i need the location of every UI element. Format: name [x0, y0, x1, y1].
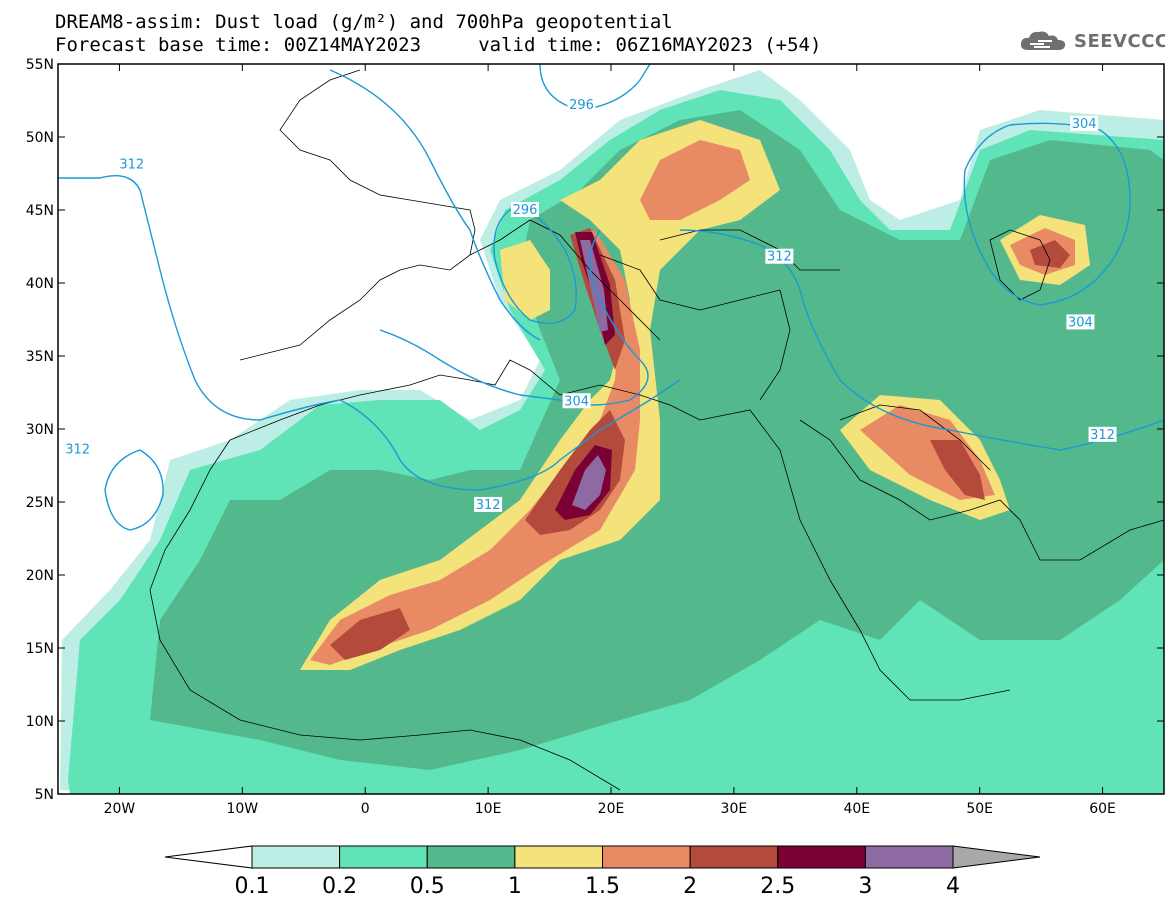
contour-label: 312 [474, 496, 503, 513]
colorbar-label: 0.2 [322, 874, 357, 899]
colorbar-label: 4 [946, 874, 960, 899]
lat-tick-label: 55N [26, 57, 54, 73]
contour-label: 304 [1070, 115, 1099, 132]
lon-tick-label: 20W [104, 801, 136, 817]
seevccc-logo: SEEVCCC [1018, 28, 1165, 54]
contour-label: 304 [1066, 314, 1095, 330]
caspian-coastline [989, 229, 1051, 301]
lat-tick-label: 50N [26, 130, 54, 146]
contour-label-text: 304 [564, 394, 589, 409]
contour-label-bg [510, 202, 539, 217]
colorbar-segment [777, 845, 866, 869]
europe-coastline [239, 69, 840, 361]
lat-tick-label: 20N [26, 568, 54, 584]
contour-label: 312 [765, 248, 794, 265]
map-title: DREAM8-assim: Dust load (g/m²) and 700hP… [55, 11, 673, 33]
dust-level-1 [300, 120, 780, 670]
africa-coastline [149, 359, 1011, 791]
lat-tick-label: 45N [26, 203, 54, 219]
contour-label-bg [1088, 426, 1117, 442]
lon-tick-label: 30E [721, 801, 748, 817]
dust-level-2 [1030, 240, 1070, 268]
contour-label: 312 [1088, 426, 1117, 443]
colorbar-segment [514, 845, 603, 869]
lon-tick-label: 60E [1089, 801, 1116, 817]
contour-label-bg [63, 441, 92, 457]
lon-tick-label: 50E [966, 801, 993, 817]
lat-tick-label: 5N [35, 787, 54, 803]
dust-level-2 [930, 440, 985, 500]
contour-label-bg [765, 248, 794, 264]
colorbar-segment [251, 845, 341, 869]
colorbar: 0.1 0.2 0.5 1 1.5 2 2.5 3 4 [164, 845, 1041, 899]
dust-field [60, 70, 1164, 794]
contour-312-closed [104, 449, 164, 531]
contour-label: 312 [63, 441, 92, 457]
colorbar-segment [864, 845, 954, 869]
lat-tick-label: 30N [26, 422, 54, 438]
contour-label-text: 296 [569, 98, 594, 113]
contour-label-text: 312 [65, 442, 90, 457]
colorbar-label: 0.1 [235, 874, 270, 899]
contour-label-bg [117, 156, 146, 172]
contour-label: 296 [510, 202, 539, 218]
contour-296-italy [493, 209, 577, 324]
colorbar-segment [602, 845, 691, 869]
contour-304-north [329, 69, 649, 406]
map-subtitle: Forecast base time: 00Z14MAY2023 valid t… [55, 34, 822, 56]
colorbar-label: 1.5 [585, 874, 620, 899]
contour-label-text: 312 [476, 498, 501, 513]
lon-tick-label: 0 [361, 801, 370, 817]
lon-tick-label: 10E [475, 801, 502, 817]
contour-label: 312 [117, 156, 146, 173]
colorbar-label: 1 [508, 874, 522, 899]
lat-tick-label: 25N [26, 495, 54, 511]
colorbar-low-arrow [164, 845, 253, 869]
contour-label-text: 304 [1068, 315, 1093, 330]
colorbar-label: 2.5 [760, 874, 795, 899]
geopotential-contours [58, 64, 1164, 531]
dust-level-3 [572, 455, 606, 510]
cloud-icon [1020, 31, 1066, 50]
lon-tick-label: 40E [843, 801, 870, 817]
lon-tick-label: 10W [226, 801, 258, 817]
colorbar-high-arrow [952, 845, 1041, 869]
logo-text: SEEVCCC [1074, 30, 1165, 52]
lat-tick-label: 10N [26, 714, 54, 730]
contour-312-west [58, 175, 681, 491]
contour-304-east [963, 122, 1131, 306]
coastlines [149, 69, 1164, 791]
colorbar-label: 2 [683, 874, 697, 899]
lat-tick-label: 15N [26, 641, 54, 657]
lat-tick-label: 40N [26, 276, 54, 292]
contour-label-bg [1066, 314, 1095, 330]
colorbar-segment [339, 845, 428, 869]
contour-label-bg [474, 496, 503, 512]
contour-label-text: 312 [1090, 428, 1115, 443]
contour-label: 296 [567, 96, 596, 113]
colorbar-segment [689, 845, 779, 869]
contour-label-bg [567, 96, 596, 112]
dust-level-2 [330, 608, 410, 660]
colorbar-label: 0.5 [410, 874, 445, 899]
contour-312-east [679, 229, 1164, 451]
contour-labels: 296 304 312 296 312 304 304 312 312 312 [63, 96, 1117, 513]
lon-tick-label: 20E [598, 801, 625, 817]
dust-level-1.5 [640, 140, 750, 220]
contour-label: 304 [562, 393, 591, 409]
contour-label-bg [1070, 115, 1099, 131]
contour-label-bg [562, 393, 591, 409]
lat-tick-label: 35N [26, 349, 54, 365]
middle-east-coastline [759, 289, 1164, 561]
axis-ticks: 55N 50N 45N 40N 35N 30N 25N 20N 15N 10N 5N 20W 10W 0 1… [26, 57, 1164, 817]
contour-label-text: 296 [513, 203, 538, 218]
colorbar-segment [426, 845, 516, 869]
colorbar-label: 3 [858, 874, 872, 899]
contour-label-text: 304 [1072, 117, 1097, 132]
contour-label-text: 312 [767, 250, 792, 265]
contour-label-text: 312 [119, 158, 144, 173]
